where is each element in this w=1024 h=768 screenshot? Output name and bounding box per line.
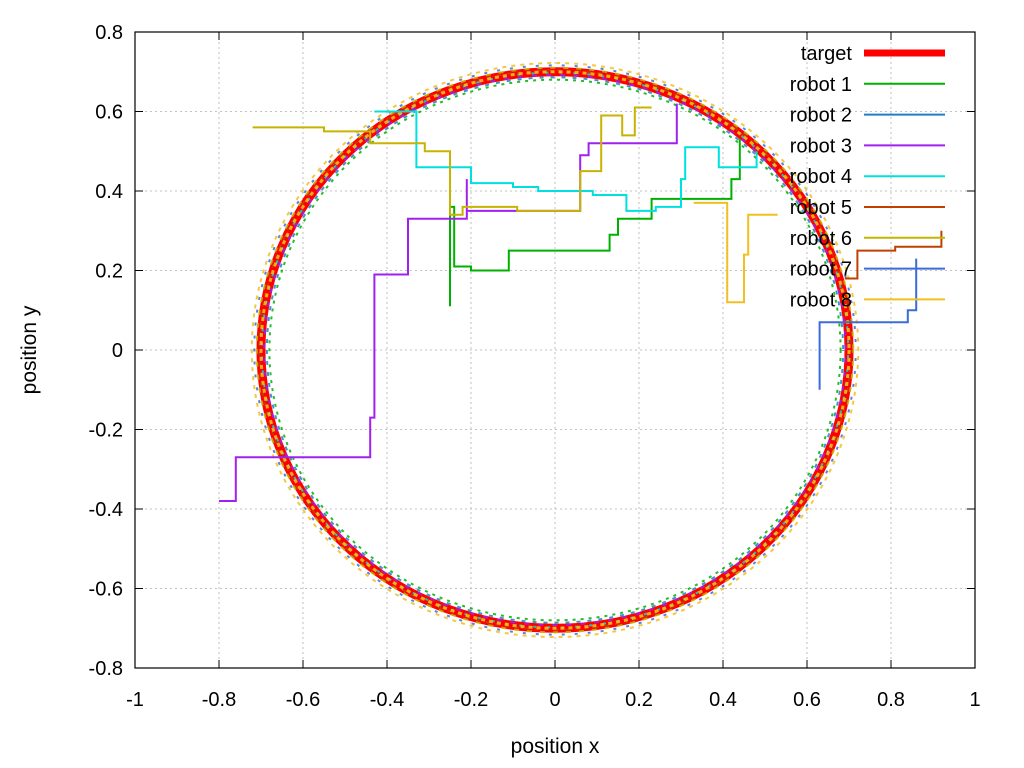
ring-track [253, 64, 857, 636]
series-line-robot-2 [219, 103, 678, 502]
x-tick-label: 0.8 [877, 689, 905, 711]
ring-track [258, 69, 852, 631]
legend-label: target [801, 43, 853, 65]
x-tick-label: 0.4 [709, 689, 737, 711]
axis-ticks: -1 -0.8 -0.6 -0.4 -0.2 0 0.2 0.4 0.6 0.8 1-0.8-0.6… [89, 22, 981, 711]
robot-trajectories [219, 103, 943, 502]
legend-label: robot 7 [790, 259, 852, 281]
legend-label: robot 8 [790, 289, 852, 311]
x-tick-label: -0.6 [286, 689, 320, 711]
series-line-robot-3 [374, 110, 758, 212]
legend-label: robot 4 [790, 166, 852, 188]
series-line-robot-6 [818, 258, 918, 390]
ring-track-top [259, 70, 851, 630]
ring-track [263, 73, 847, 627]
x-tick-label: 0.2 [625, 689, 653, 711]
y-axis-title: position y [18, 305, 41, 394]
y-tick-label: 0.6 [95, 102, 123, 124]
series-line-robot-0 [449, 139, 741, 307]
x-tick-label: 1 [969, 689, 980, 711]
legend-label: robot 3 [790, 135, 852, 157]
x-tick-label: -0.8 [202, 689, 236, 711]
legend-label: robot 6 [790, 228, 852, 250]
y-tick-label: -0.6 [89, 579, 123, 601]
x-tick-label: -0.4 [370, 689, 404, 711]
legend-label: robot 5 [790, 197, 852, 219]
y-tick-label: 0.4 [95, 181, 123, 203]
x-axis-title: position x [511, 735, 600, 758]
target-circle [250, 62, 860, 638]
legend: target robot 1 robot 2 robot 3 robot 4 robot … [790, 43, 945, 311]
ring-track [268, 78, 842, 622]
y-tick-label: -0.4 [89, 499, 123, 521]
y-tick-label: 0 [112, 340, 123, 362]
x-tick-label: -1 [126, 689, 144, 711]
y-tick-label: -0.8 [89, 658, 123, 680]
y-tick-label: -0.2 [89, 420, 123, 442]
series-line-robot-7 [693, 201, 778, 304]
x-tick-label: 0.6 [793, 689, 821, 711]
ring-track [255, 66, 855, 634]
x-tick-label: -0.2 [454, 689, 488, 711]
ring-track [250, 62, 860, 638]
y-tick-label: 0.8 [95, 22, 123, 44]
series-line-robot-4 [844, 230, 943, 280]
y-tick-label: 0.2 [95, 261, 123, 283]
x-tick-label: 0 [549, 689, 560, 711]
series-line-robot-5 [252, 106, 652, 216]
ring-track [265, 76, 845, 624]
legend-label: robot 1 [790, 74, 852, 96]
legend-label: robot 2 [790, 105, 852, 127]
